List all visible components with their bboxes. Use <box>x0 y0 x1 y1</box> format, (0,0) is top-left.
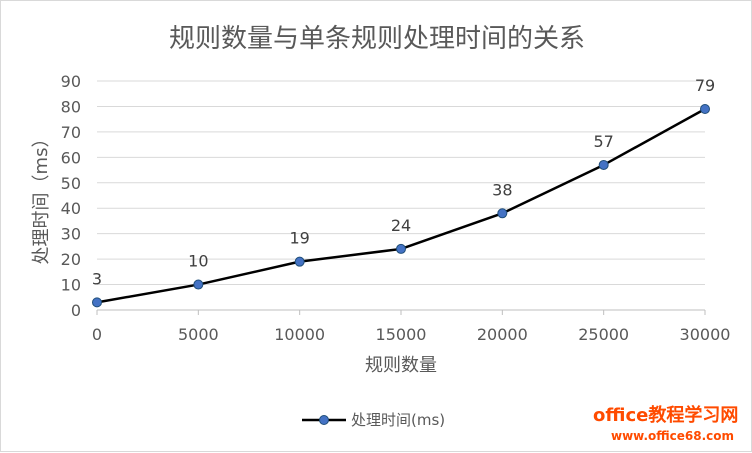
y-tick-label: 80 <box>61 97 81 116</box>
y-tick-label: 10 <box>61 276 81 295</box>
axes <box>96 309 706 315</box>
x-tick-label: 25000 <box>578 325 629 344</box>
x-tick-label: 5000 <box>178 325 219 344</box>
watermark-logo: office教程学习网 www.office68.com <box>593 404 738 443</box>
x-tick-label: 15000 <box>376 325 427 344</box>
y-tick-label: 40 <box>61 199 81 218</box>
data-label: 79 <box>695 76 715 95</box>
tick-labels: 0 10 20 30 40 50 60 70 80 90 0 5000 10000 15000 20000 2… <box>61 72 731 344</box>
x-tick-label: 10000 <box>274 325 325 344</box>
y-tick-label: 0 <box>71 301 81 320</box>
data-point <box>92 297 102 308</box>
y-tick-label: 20 <box>61 250 81 269</box>
data-point <box>396 243 406 254</box>
data-label: 57 <box>593 132 613 151</box>
x-tick-label: 20000 <box>477 325 528 344</box>
data-point <box>497 208 508 219</box>
chart-title: 规则数量与单条规则处理时间的关系 <box>169 24 585 54</box>
y-tick-label: 70 <box>61 123 81 142</box>
data-label: 24 <box>391 216 411 235</box>
x-tick-label: 0 <box>92 325 102 344</box>
data-label: 3 <box>92 269 102 288</box>
data-labels: 3 10 19 24 38 57 79 <box>92 76 715 288</box>
watermark-brand: office教程学习网 <box>593 404 738 426</box>
data-point <box>193 279 204 290</box>
y-tick-label: 30 <box>61 225 81 244</box>
gridlines <box>97 80 705 286</box>
legend-marker <box>319 415 329 425</box>
x-axis-label: 规则数量 <box>365 355 437 376</box>
x-tick-label: 30000 <box>680 325 731 344</box>
y-tick-label: 60 <box>61 148 81 167</box>
y-axis-label: 处理时间（ms） <box>31 130 52 265</box>
watermark-url: www.office68.com <box>611 429 734 443</box>
data-label: 10 <box>188 252 208 271</box>
data-point <box>700 103 710 114</box>
data-label: 38 <box>492 180 512 199</box>
y-tick-label: 50 <box>61 174 81 193</box>
y-tick-label: 90 <box>61 72 81 91</box>
data-point <box>294 256 305 267</box>
legend: 处理时间(ms) <box>302 411 445 429</box>
data-label: 19 <box>289 229 309 248</box>
data-point <box>598 159 609 170</box>
series-layer <box>92 103 710 308</box>
legend-label: 处理时间(ms) <box>351 411 445 429</box>
